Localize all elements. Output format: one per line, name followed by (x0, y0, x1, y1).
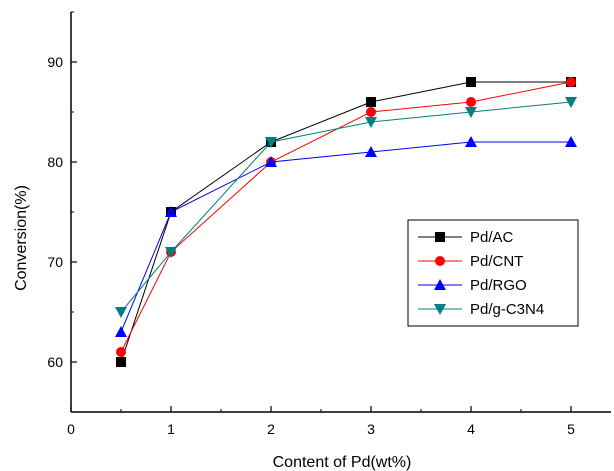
legend-label: Pd/CNT (470, 253, 523, 270)
data-point (466, 77, 476, 87)
x-axis-ticks: 0 1 2 3 4 5 (67, 406, 575, 437)
series-line (120, 81, 572, 353)
x-tick-label: 2 (267, 421, 275, 437)
y-tick-label: 70 (47, 254, 63, 270)
plot-axes (70, 12, 611, 413)
legend-marker (435, 232, 445, 242)
legend-marker (434, 279, 446, 290)
data-point (115, 307, 127, 318)
series-line (120, 141, 571, 333)
y-tick-label: 80 (47, 154, 63, 170)
legend-item: Pd/g-C3N4 (418, 301, 544, 318)
x-tick-label: 1 (167, 421, 175, 437)
x-tick-label: 4 (467, 421, 475, 437)
y-tick-label: 90 (47, 54, 63, 70)
data-point (365, 117, 377, 128)
legend-label: Pd/RGO (470, 277, 527, 294)
series-line (120, 81, 571, 363)
legend-marker (435, 256, 445, 266)
series-layer (115, 77, 577, 367)
data-point (466, 97, 476, 107)
data-point (265, 156, 277, 167)
series-pd-rgo (115, 136, 577, 337)
data-point (116, 357, 126, 367)
legend-item: Pd/AC (418, 229, 514, 246)
data-point (165, 206, 177, 217)
data-point (366, 97, 376, 107)
x-tick-label: 0 (67, 421, 75, 437)
legend-item: Pd/CNT (418, 253, 523, 270)
legend-item: Pd/RGO (418, 277, 527, 294)
data-point (265, 137, 277, 148)
data-point (165, 247, 177, 258)
series-pd-g-c3n4 (115, 97, 577, 318)
data-point (115, 326, 127, 337)
y-tick-label: 60 (47, 354, 63, 370)
y-axis-title: Conversion(%) (13, 185, 30, 291)
data-point (366, 107, 376, 117)
data-point (465, 136, 477, 147)
series-line (120, 101, 572, 313)
legend: Pd/AC Pd/CNT Pd/RGO Pd/g-C3N4 (407, 219, 579, 327)
legend-label: Pd/AC (470, 229, 514, 246)
data-point (565, 97, 577, 108)
data-point (116, 347, 126, 357)
legend-marker (434, 304, 446, 315)
x-tick-label: 5 (567, 421, 575, 437)
data-point (365, 146, 377, 157)
data-point (566, 77, 576, 87)
data-point (565, 136, 577, 147)
x-tick-label: 3 (367, 421, 375, 437)
data-point (465, 107, 477, 118)
legend-label: Pd/g-C3N4 (470, 301, 544, 318)
y-axis-ticks: 60 70 80 90 (47, 11, 77, 413)
x-axis-title: Content of Pd(wt%) (273, 454, 412, 471)
